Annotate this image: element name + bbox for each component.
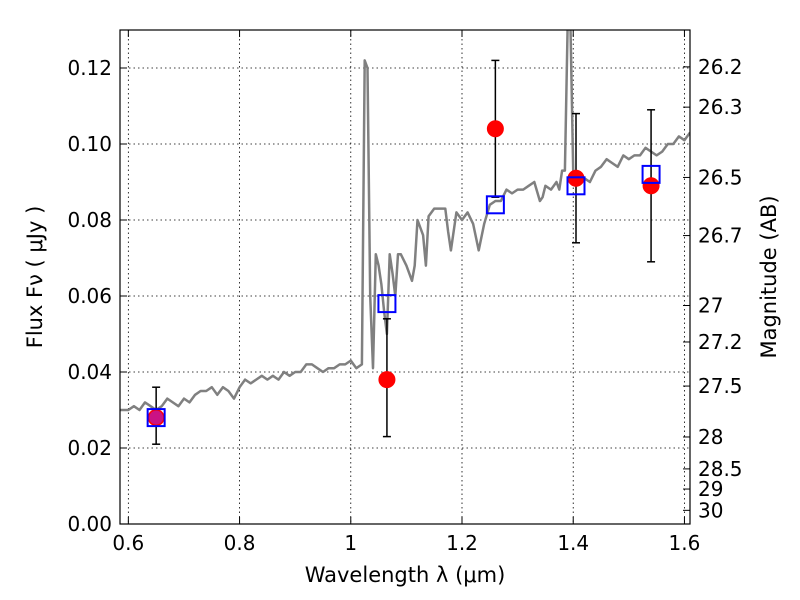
y-tick-label: 0.10 <box>67 132 112 156</box>
overlap-marker <box>149 410 164 425</box>
model-square <box>641 164 661 184</box>
model-square <box>485 195 505 215</box>
y2-tick-label: 26.2 <box>698 55 743 79</box>
y-tick-label: 0.02 <box>67 436 112 460</box>
observed-point <box>486 120 504 138</box>
y2-tick-label: 27 <box>698 294 723 318</box>
y-tick-label: 0.06 <box>67 284 112 308</box>
y2-axis-label: Magnitude (AB) <box>757 195 781 358</box>
model-squares-layer <box>146 164 661 428</box>
y-tick-label: 0.08 <box>67 208 112 232</box>
observed-point <box>642 177 660 195</box>
y-axis-label: Flux Fν ( μJy ) <box>23 206 47 349</box>
model-square <box>146 408 166 428</box>
y-tick-label: 0.12 <box>67 56 112 80</box>
x-tick-label: 0.8 <box>224 531 256 555</box>
x-tick-label: 0.6 <box>112 531 144 555</box>
y2-tick-label: 28.5 <box>698 457 743 481</box>
y2-tick-label: 30 <box>698 498 723 522</box>
y2-tick-label: 27.5 <box>698 374 743 398</box>
y2-tick-label: 26.3 <box>698 95 743 119</box>
tick-layer: 0.6 0.8 1 1.2 1.4 1.6 0.00 0.02 0.04 0.06 0.08 0.10… <box>67 30 743 555</box>
y2-tick-label: 28 <box>698 425 723 449</box>
x-tick-label: 1.6 <box>669 531 701 555</box>
y2-tick-label: 29 <box>698 477 723 501</box>
x-axis-label: Wavelength λ (μm) <box>305 563 506 587</box>
y2-tick-label: 26.5 <box>698 165 743 189</box>
y2-tick-label: 26.7 <box>698 224 743 248</box>
plot-frame <box>119 29 691 525</box>
observed-point <box>378 371 396 389</box>
model-square <box>566 176 586 196</box>
model-square <box>377 294 397 314</box>
y-tick-label: 0.04 <box>67 360 112 384</box>
x-tick-label: 1.4 <box>557 531 589 555</box>
x-tick-label: 1.2 <box>446 531 478 555</box>
x-tick-label: 1 <box>344 531 357 555</box>
y2-tick-label: 27.2 <box>698 330 743 354</box>
y-tick-label: 0.00 <box>67 512 112 536</box>
